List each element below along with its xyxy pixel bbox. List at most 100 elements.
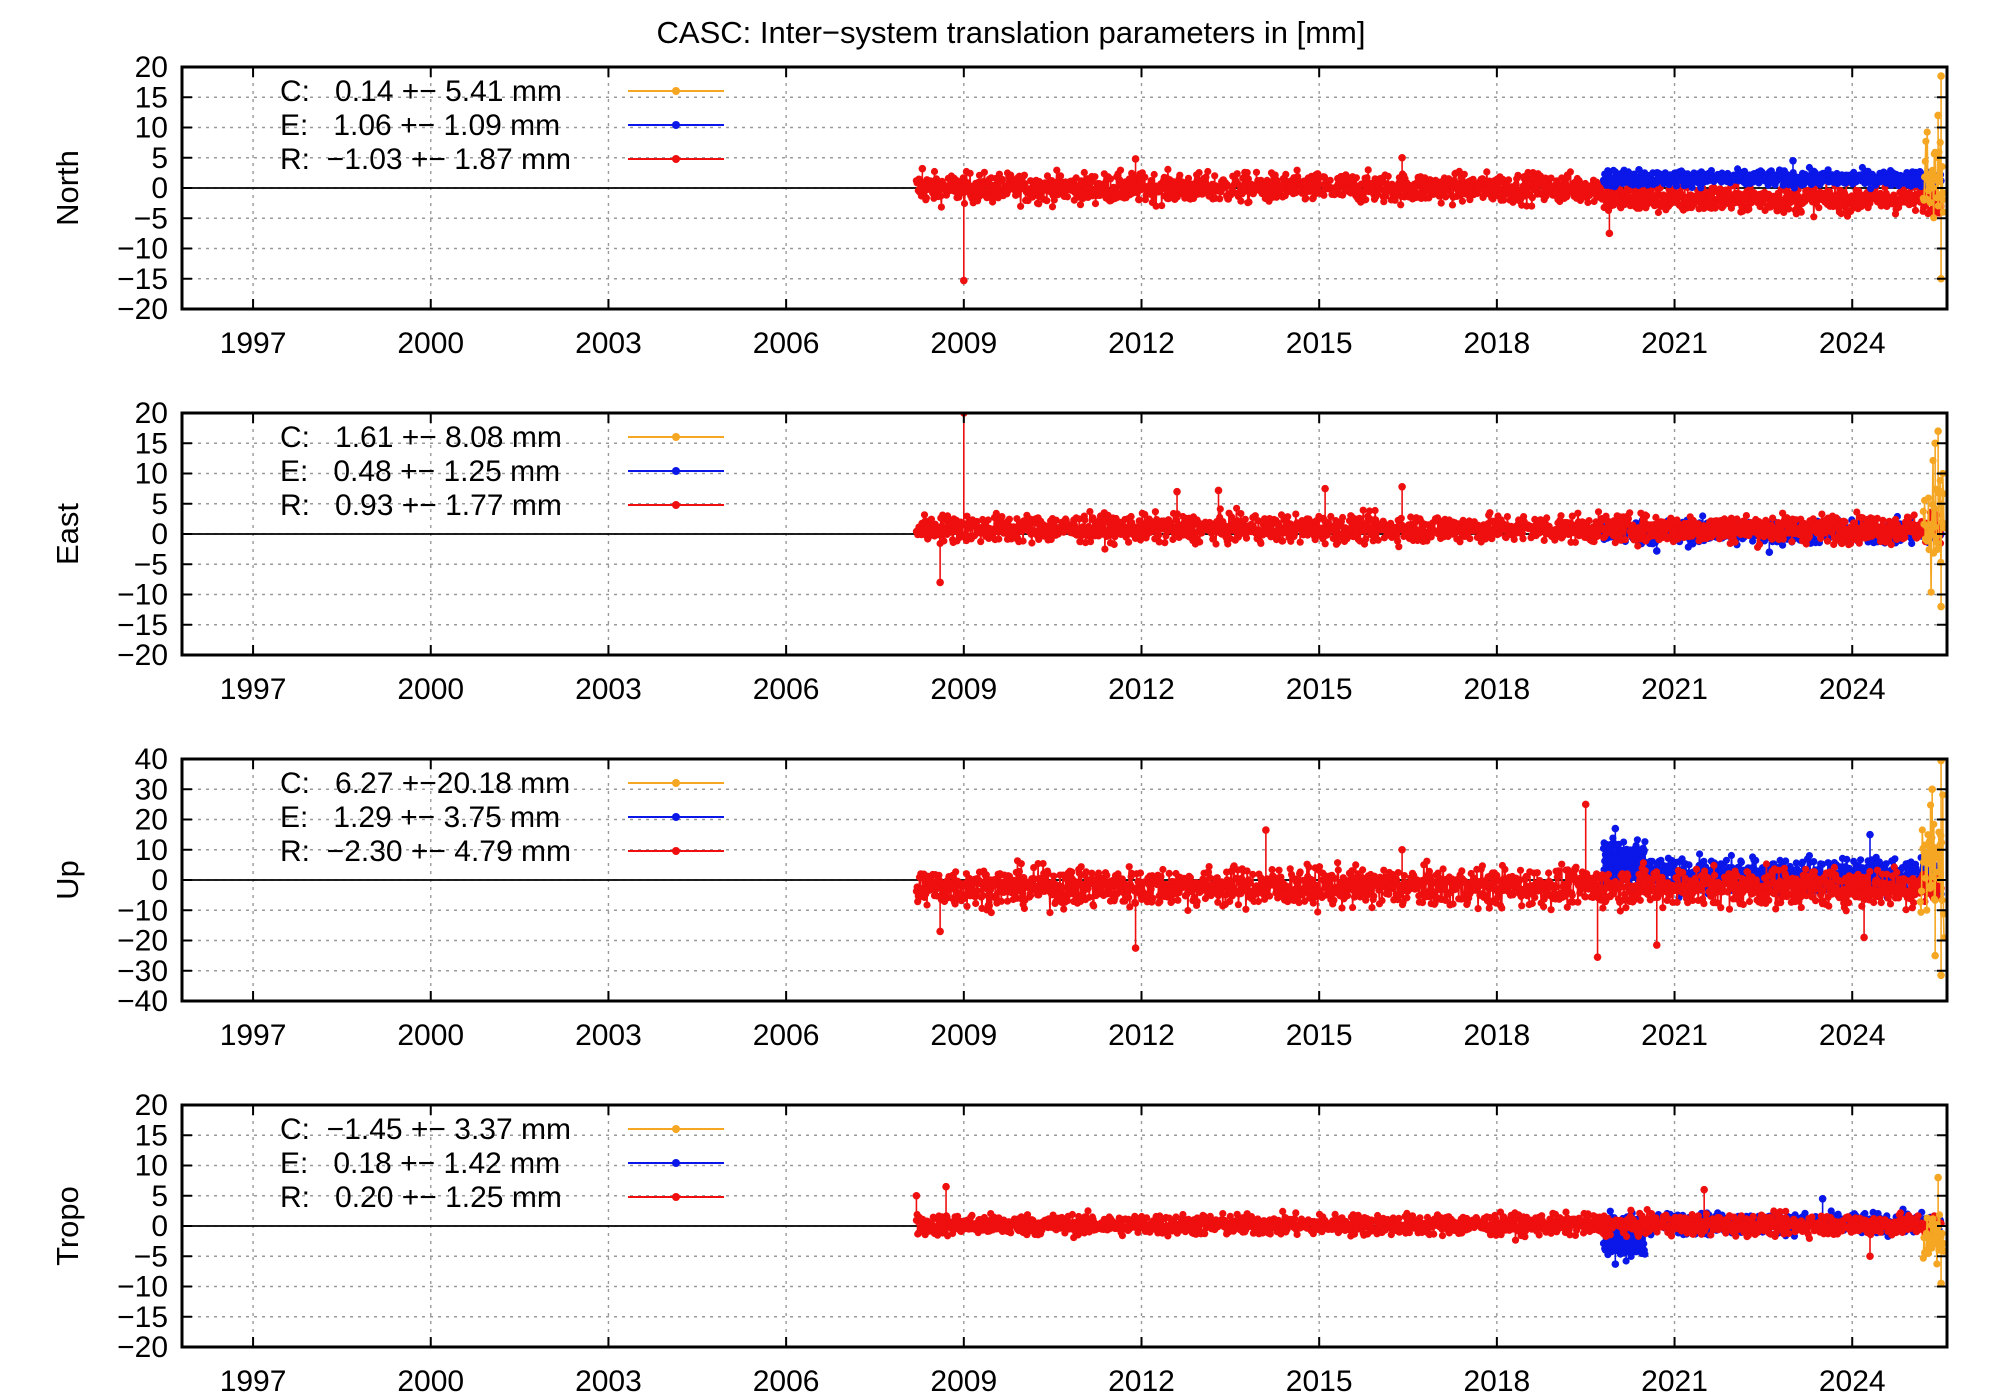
data-point-R [1362, 535, 1370, 543]
data-point-R [1448, 201, 1457, 209]
data-point-R [1910, 511, 1918, 519]
data-point-R [1063, 193, 1071, 201]
legend-entry-C: C: 1.61 +− 8.08 mm [280, 421, 562, 454]
spike-point-C [1931, 439, 1939, 448]
data-point-R [1724, 188, 1732, 196]
data-point-R [1887, 541, 1895, 549]
legend-marker-E [672, 121, 680, 129]
data-point-R [1518, 529, 1526, 537]
data-point-R [1364, 166, 1372, 174]
data-point-R [1626, 509, 1634, 517]
data-point-R [1830, 540, 1838, 549]
data-point-R [1204, 167, 1212, 176]
data-point-R [1365, 507, 1374, 515]
data-point-E [1850, 168, 1858, 176]
data-point-R [1528, 202, 1536, 210]
data-point-R [1237, 197, 1245, 205]
data-point-R [1216, 195, 1224, 203]
x-tick-label: 2006 [753, 673, 820, 706]
data-point-R [1638, 529, 1646, 537]
data-point-R [1155, 538, 1163, 546]
legend: C: 1.61 +− 8.08 mmE: 0.48 +− 1.25 mmR: 0… [280, 421, 724, 522]
data-point-R [1339, 191, 1347, 199]
data-point-E [1779, 541, 1787, 549]
data-point-R [1523, 202, 1531, 210]
data-point-C [1931, 523, 1939, 531]
data-point-R [1050, 196, 1058, 204]
data-point-C [1926, 199, 1934, 207]
data-point-R [1090, 516, 1098, 524]
data-point-E [1640, 846, 1648, 855]
data-point-R [1110, 540, 1118, 549]
data-point-R [1125, 538, 1133, 546]
data-point-R [1293, 166, 1301, 174]
data-point-R [1818, 510, 1826, 518]
x-tick-label: 1997 [220, 327, 287, 360]
data-point-R [1087, 178, 1095, 186]
data-point-R [937, 203, 946, 211]
data-point-R [1788, 538, 1796, 546]
data-point-R [1169, 535, 1177, 544]
data-point-R [1211, 172, 1219, 180]
x-tick-label: 2015 [1286, 673, 1353, 706]
legend-marker-R [672, 155, 680, 163]
data-point-E [1749, 537, 1757, 545]
data-point-R [992, 509, 1000, 517]
data-point-R [1893, 535, 1901, 544]
data-point-R [1797, 208, 1805, 216]
data-point-R [1706, 193, 1714, 201]
data-point-R [1901, 533, 1909, 542]
data-point-R [1327, 512, 1335, 521]
data-point-R [1161, 539, 1169, 547]
data-point-R [1642, 512, 1651, 520]
data-point-R [940, 537, 948, 545]
data-point-R [1879, 516, 1887, 525]
data-point-E [1696, 850, 1704, 858]
data-point-R [1394, 537, 1402, 545]
y-tick-label: −5 [134, 202, 168, 235]
data-point-R [1711, 204, 1719, 212]
y-tick-label: 0 [151, 172, 168, 205]
data-point-R [1456, 538, 1464, 546]
x-tick-label: 2012 [1108, 673, 1175, 706]
data-point-C [1919, 507, 1927, 515]
data-point-R [1241, 515, 1249, 523]
spike-point-C [1937, 72, 1945, 80]
data-point-R [920, 511, 929, 519]
spike-point-E [1635, 166, 1643, 174]
data-point-R [1783, 514, 1791, 522]
data-point-R [1076, 201, 1085, 209]
y-tick-label: 10 [135, 458, 168, 491]
data-point-R [1380, 198, 1388, 206]
data-point-R [930, 167, 939, 176]
legend: C: 0.14 +− 5.41 mmE: 1.06 +− 1.09 mmR: −… [280, 75, 724, 176]
spike-point-C [1937, 602, 1945, 611]
legend-marker-C [672, 433, 680, 441]
data-point-R [1296, 538, 1304, 546]
data-point-R [1841, 518, 1849, 526]
data-point-E [1811, 168, 1819, 176]
y-tick-label: 15 [135, 427, 168, 460]
series-C [1919, 427, 1947, 611]
y-tick-label: 10 [135, 112, 168, 145]
data-point-R [1343, 535, 1351, 543]
data-point-R [1147, 177, 1155, 185]
data-point-C [1935, 177, 1944, 185]
data-point-R [1488, 535, 1496, 543]
data-point-E [1737, 858, 1745, 866]
x-tick-label: 2006 [753, 327, 820, 360]
data-point-E [1641, 838, 1649, 846]
data-point-R [995, 535, 1003, 543]
data-point-R [1374, 536, 1382, 544]
y-axis-label: East [50, 503, 85, 565]
data-point-R [1731, 538, 1739, 546]
data-point-E [1688, 183, 1696, 192]
data-point-R [1397, 514, 1405, 522]
data-point-C [1933, 538, 1941, 547]
x-tick-label: 2024 [1819, 673, 1886, 706]
data-point-R [1437, 199, 1445, 207]
data-point-C [1928, 166, 1936, 174]
